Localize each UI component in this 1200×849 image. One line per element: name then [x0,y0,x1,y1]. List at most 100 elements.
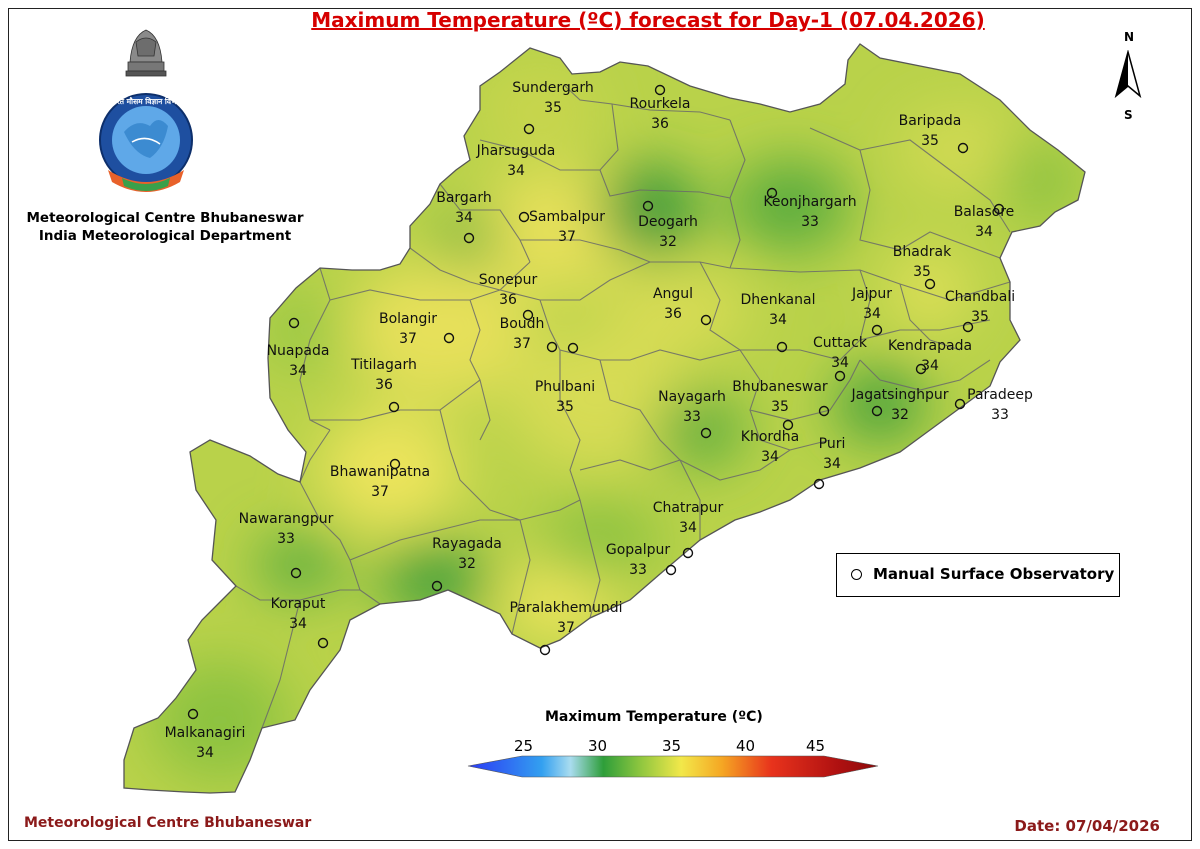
station-marker [317,637,329,649]
station-value: 34 [863,306,881,322]
colorbar-tick: 40 [736,737,756,755]
station-marker [463,232,475,244]
station-value: 34 [679,520,697,536]
station-marker [443,332,455,344]
national-emblem-icon: भारत मौसम विज्ञान विभाग [99,29,193,192]
station-marker [522,309,534,321]
station-name: Balasore [954,204,1015,220]
station-marker [766,187,778,199]
station-value: 33 [683,409,701,425]
station-marker [642,200,654,212]
svg-text:भारत मौसम विज्ञान विभाग: भारत मौसम विज्ञान विभाग [110,97,184,106]
station-jagatsinghpur: Jagatsinghpur 32 [851,387,949,423]
station-value: 37 [558,229,576,245]
station-name: Sonepur [479,272,538,288]
station-marker [700,314,712,326]
station-name: Bhawanipatna [330,464,430,480]
station-marker [700,427,712,439]
footer-organization: Meteorological Centre Bhubaneswar [24,815,312,831]
station-name: Titilagarh [350,357,417,373]
station-name: Malkanagiri [165,725,246,741]
station-sundergarh: Sundergarh 35 [512,80,594,135]
station-name: Baripada [899,113,962,129]
station-name: Gopalpur [606,542,671,558]
station-bargarh: Bargarh 34 [436,190,492,244]
station-koraput: Koraput 34 [271,596,329,649]
station-value: 33 [801,214,819,230]
colorbar-tick: 45 [806,737,826,755]
station-value: 33 [629,562,647,578]
north-arrow-icon [1114,50,1142,99]
station-value: 35 [771,399,789,415]
station-value: 37 [371,484,389,500]
station-sambalpur: Sambalpur 37 [518,209,605,245]
imd-logo: भारत मौसम विज्ञान विभाग [84,22,210,200]
station-paradeep: Paradeep 33 [954,387,1033,423]
station-name: Khordha [741,429,799,445]
station-marker [654,84,666,96]
station-name: Rourkela [630,96,691,112]
station-name: Deogarh [638,214,698,230]
station-name: Kendrapada [888,338,972,354]
station-rourkela: Rourkela 36 [630,84,691,132]
station-value: 32 [891,407,909,423]
station-marker [665,564,677,576]
station-marker [682,547,694,559]
station-angul: Angul 36 [653,286,712,326]
station-puri: Puri 34 [813,436,845,490]
station-value: 36 [499,292,517,308]
station-value: 33 [991,407,1009,423]
station-marker [187,708,199,720]
station-marker [389,458,401,470]
station-name: Bargarh [436,190,492,206]
station-nawarangpur: Nawarangpur 33 [239,511,334,579]
station-nayagarh: Nayagarh 33 [658,389,726,439]
station-name: Angul [653,286,693,302]
station-sonepur: Sonepur 36 [479,272,538,321]
station-marker [818,405,830,417]
station-name: Bolangir [379,311,437,327]
station-value: 36 [375,377,393,393]
observatory-legend-label: Manual Surface Observatory [873,565,1115,583]
org-line-2: India Meteorological Department [38,228,292,244]
station-name: Paralakhemundi [510,600,623,616]
station-name: Paradeep [967,387,1033,403]
station-value: 35 [556,399,574,415]
observatory-legend: Manual Surface Observatory [836,553,1120,597]
station-marker [288,317,300,329]
station-name: Sambalpur [529,209,605,225]
station-name: Koraput [271,596,326,612]
station-marker [954,398,966,410]
map-title: Maximum Temperature (ºC) forecast for Da… [311,8,985,32]
station-value: 34 [769,312,787,328]
station-name: Bhubaneswar [732,379,828,395]
station-marker [915,363,927,375]
station-marker [962,321,974,333]
station-cuttack: Cuttack 34 [813,335,868,382]
station-value: 34 [823,456,841,472]
station-dhenkanal: Dhenkanal 34 [741,292,815,353]
station-chatrapur: Chatrapur 34 [653,500,724,559]
station-baripada: Baripada 35 [899,113,969,154]
station-bhawanipatna: Bhawanipatna 37 [330,458,430,500]
station-jharsuguda: Jharsuguda 34 [476,143,556,179]
station-name: Cuttack [813,335,868,351]
station-paralakhemundi: Paralakhemundi 37 [510,600,623,656]
station-marker [993,203,1005,215]
colorbar-tick: 30 [588,737,608,755]
station-deogarh: Deogarh 32 [638,200,698,250]
station-marker [518,211,530,223]
station-marker [924,278,936,290]
colorbar-tick: 25 [514,737,534,755]
station-marker [388,401,400,413]
station-marker [813,478,825,490]
station-value: 32 [659,234,677,250]
station-marker [782,419,794,431]
station-value: 34 [507,163,525,179]
colorbar-tick: 35 [662,737,682,755]
station-name: Sundergarh [512,80,594,96]
station-value: 37 [513,336,531,352]
station-marker [431,580,443,592]
station-name: Nawarangpur [239,511,334,527]
